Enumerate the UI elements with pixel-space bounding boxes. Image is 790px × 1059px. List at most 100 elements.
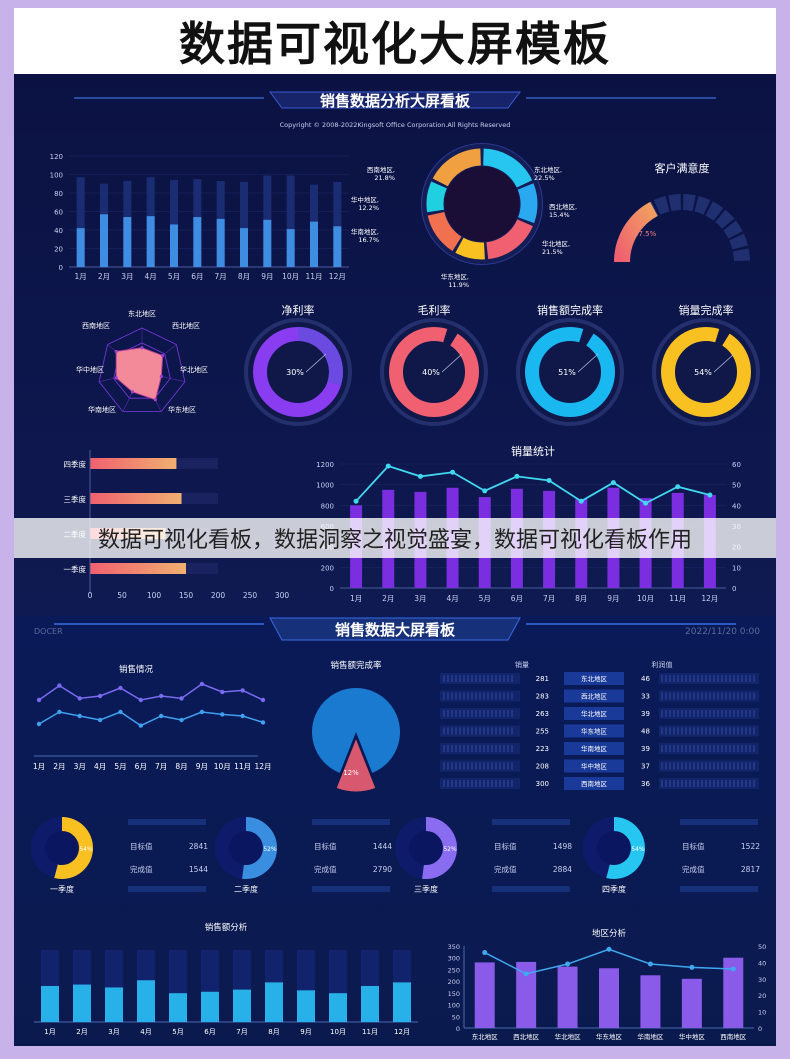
y2-tick-label: 50: [732, 482, 741, 490]
y-tick-label: 300: [448, 955, 460, 963]
table-region-label: 华东地区: [581, 727, 608, 736]
rate-rings: 净利率 30% 毛利率 40% 销售额完成率 51% 销量完成率 54%: [244, 303, 760, 426]
donut-segment: [482, 148, 533, 188]
region-title: 地区分析: [592, 928, 627, 939]
gauge-track-segment: [682, 194, 696, 212]
panel-2-svg: 销售数据大屏看板 DOCER 2022/11/20 0:00 销售情况 1月 2月 3…: [31, 617, 767, 1041]
bar: [146, 216, 155, 267]
sales-line-series: [38, 711, 264, 727]
quarter-ring-fill: [54, 817, 93, 879]
ring-value-label: 40%: [422, 368, 440, 377]
volume-point: [514, 473, 520, 479]
gauge-track-segment: [715, 209, 735, 229]
y-tick-label: 0: [330, 585, 334, 593]
quarter-divider: [492, 819, 570, 825]
y-tick-label: 800: [321, 502, 334, 510]
radar-label: 西南地区: [82, 321, 110, 330]
table-region-label: 西北地区: [581, 692, 608, 701]
x-tick-label: 11月: [362, 1028, 378, 1036]
panel-2-header: 销售数据大屏看板 DOCER 2022/11/20 0:00: [34, 617, 760, 641]
region-bar: [516, 961, 537, 1028]
x-tick-label: 12月: [701, 594, 718, 603]
pie-slice-main: [312, 688, 401, 773]
amount-bar: [41, 986, 59, 1022]
table-region-cell: [564, 707, 624, 720]
hbar-category-label: 四季度: [64, 459, 87, 469]
table-profit-bar: [659, 673, 759, 684]
x-tick-label: 华中地区: [679, 1032, 706, 1041]
quarter-ring-fill: [422, 817, 457, 879]
quarter-divider: [312, 886, 390, 892]
amount-bar: [265, 982, 283, 1022]
donut-segment: [426, 181, 447, 213]
sales-line-point: [77, 696, 82, 701]
hbar-category-label: 一季度: [64, 564, 87, 574]
table-sales-value: 283: [536, 693, 549, 701]
y-tick-label: 60: [54, 209, 63, 217]
x-tick-label: 5月: [168, 272, 180, 281]
quarter-ring-label: 52%: [443, 846, 457, 853]
donut-segment: [427, 211, 462, 252]
x-tick-label: 5月: [114, 762, 126, 771]
x-tick-label: 11月: [305, 272, 322, 281]
sales-line-point: [36, 721, 42, 727]
hbar: [90, 493, 182, 504]
x-tick-label: 10月: [214, 762, 231, 771]
quarter-title: 三季度: [414, 884, 438, 894]
sales-line-point: [260, 697, 266, 703]
donut-label: 华南地区, 16.7%: [351, 227, 379, 244]
x-tick-label: 5月: [479, 594, 491, 603]
quarter-target-value: 1444: [373, 842, 392, 851]
quarter-ring-label: 52%: [263, 846, 277, 853]
amount-bar: [169, 993, 187, 1022]
bar: [100, 214, 108, 267]
watermark-banner: 数据可视化看板，数据洞察之视觉盛宴，数据可视化看板作用: [14, 518, 776, 558]
region-point: [606, 946, 612, 952]
sales-line-point: [36, 697, 42, 703]
quarter-target-value: 1498: [553, 842, 572, 851]
x-tick-label: 2月: [98, 272, 110, 281]
sales-line-point: [260, 720, 266, 725]
volume-point: [643, 500, 649, 506]
table-region-cell: [564, 672, 624, 685]
bar-background: [286, 175, 295, 267]
pie-title: 销售额完成率: [330, 660, 382, 671]
radar-grid: [98, 327, 186, 413]
sales-line-point: [240, 688, 245, 693]
bar-background: [240, 181, 248, 267]
table-sales-value: 300: [536, 780, 549, 788]
y-tick-label: 1000: [316, 482, 334, 490]
x-tick-label: 8月: [238, 272, 250, 281]
y-tick-label: 200: [448, 978, 460, 986]
hbar-x-tick: 250: [243, 591, 258, 600]
hbar-x-tick: 300: [275, 591, 290, 600]
gauge-fill: [614, 201, 658, 263]
region-bar: [557, 966, 578, 1028]
ring-track: [389, 327, 479, 417]
x-tick-label: 2月: [53, 762, 65, 771]
x-tick-label: 3月: [414, 594, 426, 603]
ring-pointer: [441, 353, 463, 373]
quarter-target-label: 目标值: [682, 841, 705, 851]
volume-point: [675, 484, 681, 490]
y-tick-label: 0: [59, 264, 63, 272]
x-tick-label: 华北地区: [555, 1032, 582, 1041]
table-region-label: 华北地区: [581, 709, 608, 718]
volume-point: [450, 469, 456, 475]
hbar-x-tick: 150: [179, 591, 194, 600]
region-analysis-chart: 地区分析 0 50 100 150 200 250 300 350 0 10 20 30 40 50 东北地区…: [448, 928, 767, 1041]
y-tick-label: 100: [50, 172, 63, 180]
x-tick-label: 12月: [254, 762, 271, 771]
x-tick-label: 华东地区: [596, 1032, 623, 1041]
quarter-target-label: 目标值: [130, 841, 153, 851]
y2-tick-label: 30: [758, 976, 766, 984]
table-profit-value: 39: [641, 745, 650, 753]
bar: [193, 217, 202, 267]
radar-label: 华北地区: [180, 365, 208, 374]
region-bar: [723, 957, 744, 1028]
y-tick-label: 50: [452, 1013, 460, 1021]
sales-line-point: [220, 689, 225, 695]
quarter-title: 二季度: [234, 884, 258, 894]
x-tick-label: 1月: [33, 762, 45, 771]
y2-tick-label: 10: [732, 564, 741, 572]
